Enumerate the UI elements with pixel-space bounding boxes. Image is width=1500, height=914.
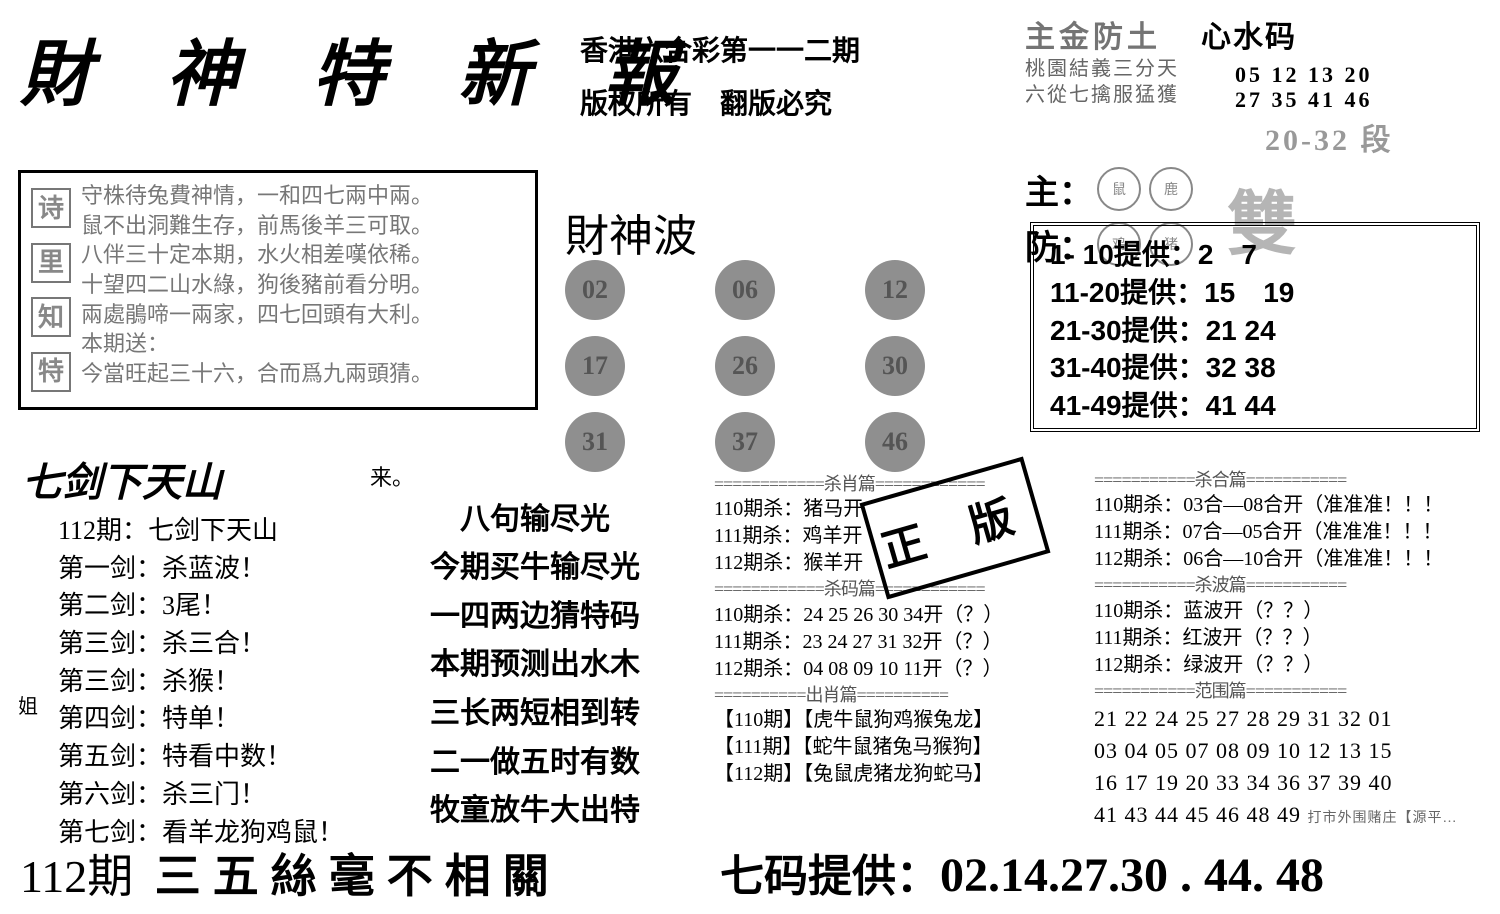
seven-sword-block: 七剑下天山 112期：七剑下天山 第一剑：杀蓝波！ 第二剑：3尾！ 第三剑：杀三…: [22, 450, 382, 851]
verse8-l3: 三长两短相到转: [370, 690, 700, 739]
range-numbers: 21 22 24 25 27 28 29 31 32 01 03 04 05 0…: [1094, 703, 1494, 831]
nums-1: 03 04 05 07 08 09 10 12 13 15: [1094, 735, 1494, 767]
ball-2: 12: [865, 260, 925, 320]
ss-item-0: 112期：七剑下天山: [58, 512, 382, 550]
provide-2: 21-30提供：21 24: [1050, 312, 1460, 350]
provide-4: 41-49提供：41 44: [1050, 387, 1460, 425]
he-1: 111期杀：07合—05合开（准准准！！！: [1094, 519, 1494, 546]
tr-range: 20-32 段: [1265, 115, 1485, 159]
ss-item-4: 第三剑：杀猴！: [58, 663, 382, 701]
tr-nums: 05 12 13 20 27 35 41 46: [1235, 62, 1485, 113]
jie-label: 姐: [18, 690, 38, 719]
ss-item-5: 第四剑：特单！: [58, 700, 382, 738]
poem-lbl-2: 知: [31, 297, 71, 337]
seven-sword-list: 112期：七剑下天山 第一剑：杀蓝波！ 第二剑：3尾！ 第三剑：杀三合！ 第三剑…: [58, 512, 382, 851]
nums-3-val: 41 43 44 45 46 48 49: [1094, 802, 1301, 827]
verse8-pre: 来。: [370, 460, 700, 496]
seven-sword-title: 七剑下天山: [22, 450, 382, 508]
nums-2: 16 17 19 20 33 34 36 37 39 40: [1094, 767, 1494, 799]
bo-0: 110期杀：蓝波开（？？）: [1094, 598, 1494, 625]
wave-title: 財神波: [565, 200, 697, 264]
chu-1: 【111期】【蛇牛鼠猪兔马猴狗】: [714, 734, 1086, 761]
tr-nums-1: 05 12 13 20: [1235, 62, 1485, 87]
ma-2: 112期杀：04 08 09 10 11开（？）: [714, 656, 1086, 683]
footer-period: 112期: [20, 851, 133, 902]
poem-lbl-0: 诗: [31, 188, 71, 228]
header-line2: 版权所有 翻版必究: [580, 78, 860, 131]
ma-1: 111期杀：23 24 27 31 32开（？）: [714, 629, 1086, 656]
provide-1: 11-20提供：15 19: [1050, 274, 1460, 312]
verse8-l5: 牧童放牛大出特: [370, 787, 700, 836]
ma-0: 110期杀：24 25 26 30 34开（？）: [714, 602, 1086, 629]
bo-2: 112期杀：绿波开（？？）: [1094, 652, 1494, 679]
zhu-icon-2: 鹿: [1149, 167, 1193, 211]
provide-3: 31-40提供：32 38: [1050, 349, 1460, 387]
footer-phrase: 三五絲毫不相關: [155, 851, 561, 902]
provide-0: 1- 10提供：2 7: [1050, 236, 1460, 274]
poem-box: 诗 里 知 特 守株待兔費神情，一和四七兩中兩。 鼠不出洞難生存，前馬後羊三可取…: [18, 170, 538, 410]
chu-0: 【110期】【虎牛鼠狗鸡猴兔龙】: [714, 707, 1086, 734]
sep-bo: ===========杀波篇===========: [1094, 573, 1494, 597]
ball-5: 30: [865, 336, 925, 396]
ss-item-2: 第二剑：3尾！: [58, 587, 382, 625]
he-2: 112期杀：06合—10合开（准准准！！！: [1094, 546, 1494, 573]
ball-7: 37: [715, 412, 775, 472]
bo-1: 111期杀：红波开（？？）: [1094, 625, 1494, 652]
ss-item-6: 第五剑：特看中数！: [58, 738, 382, 776]
zhu-icon-1: 鼠: [1097, 167, 1141, 211]
zhu-label: 主：: [1025, 165, 1093, 214]
ball-0: 02: [565, 260, 625, 320]
poem-lbl-3: 特: [31, 352, 71, 392]
poem-labels: 诗 里 知 特: [31, 181, 71, 399]
kill-col-right: ===========杀合篇=========== 110期杀：03合—08合开…: [1094, 468, 1494, 830]
tr-right-title: 心水码: [1201, 12, 1297, 56]
he-0: 110期杀：03合—08合开（准准准！！！: [1094, 492, 1494, 519]
provide-box: 1- 10提供：2 7 11-20提供：15 19 21-30提供：21 24 …: [1030, 222, 1480, 432]
verse8-l4: 二一做五时有数: [370, 739, 700, 788]
ball-3: 17: [565, 336, 625, 396]
chu-2: 【112期】【兔鼠虎猪龙狗蛇马】: [714, 761, 1086, 788]
verse8-block: 来。 八句输尽光 今期买牛输尽光 一四两边猜特码 本期预测出水木 三长两短相到转…: [370, 460, 700, 836]
verse8-l0: 今期买牛输尽光: [370, 544, 700, 593]
verse8-title: 八句输尽光: [370, 496, 700, 545]
ball-1: 06: [715, 260, 775, 320]
footer-right: 七码提供：02.14.27.30 . 44. 48: [720, 840, 1324, 904]
ball-8: 46: [865, 412, 925, 472]
ss-item-3: 第三剑：杀三合！: [58, 625, 382, 663]
seven-code-nums: 02.14.27.30 . 44. 48: [940, 849, 1324, 902]
poem-text: 守株待兔費神情，一和四七兩中兩。 鼠不出洞難生存，前馬後羊三可取。 八伴三十定本…: [81, 181, 433, 399]
nums-tail: 打市外围赌庄【源平…: [1308, 811, 1458, 826]
verse8-l1: 一四两边猜特码: [370, 593, 700, 642]
tr-nums-2: 27 35 41 46: [1235, 87, 1485, 112]
sep-chu: ==========出肖篇==========: [714, 683, 1086, 707]
verse8-l2: 本期预测出水木: [370, 641, 700, 690]
header-subtitle: 香港六合彩第一一二期 版权所有 翻版必究: [580, 25, 860, 131]
seven-code-label: 七码提供：: [720, 852, 940, 901]
nums-0: 21 22 24 25 27 28 29 31 32 01: [1094, 703, 1494, 735]
wave-grid: 02 06 12 17 26 30 31 37 46: [565, 260, 1015, 472]
ball-4: 26: [715, 336, 775, 396]
ss-item-7: 第六剑：杀三门！: [58, 776, 382, 814]
sep-he: ===========杀合篇===========: [1094, 468, 1494, 492]
tr-left-title: 主金防土: [1025, 12, 1161, 56]
nums-3: 41 43 44 45 46 48 49 打市外围赌庄【源平…: [1094, 799, 1494, 831]
ss-item-1: 第一剑：杀蓝波！: [58, 550, 382, 588]
header-line1: 香港六合彩第一一二期: [580, 25, 860, 78]
poem-lbl-1: 里: [31, 243, 71, 283]
footer-left: 112期 三五絲毫不相關: [20, 840, 561, 906]
sep-fan: ===========范围篇===========: [1094, 679, 1494, 703]
